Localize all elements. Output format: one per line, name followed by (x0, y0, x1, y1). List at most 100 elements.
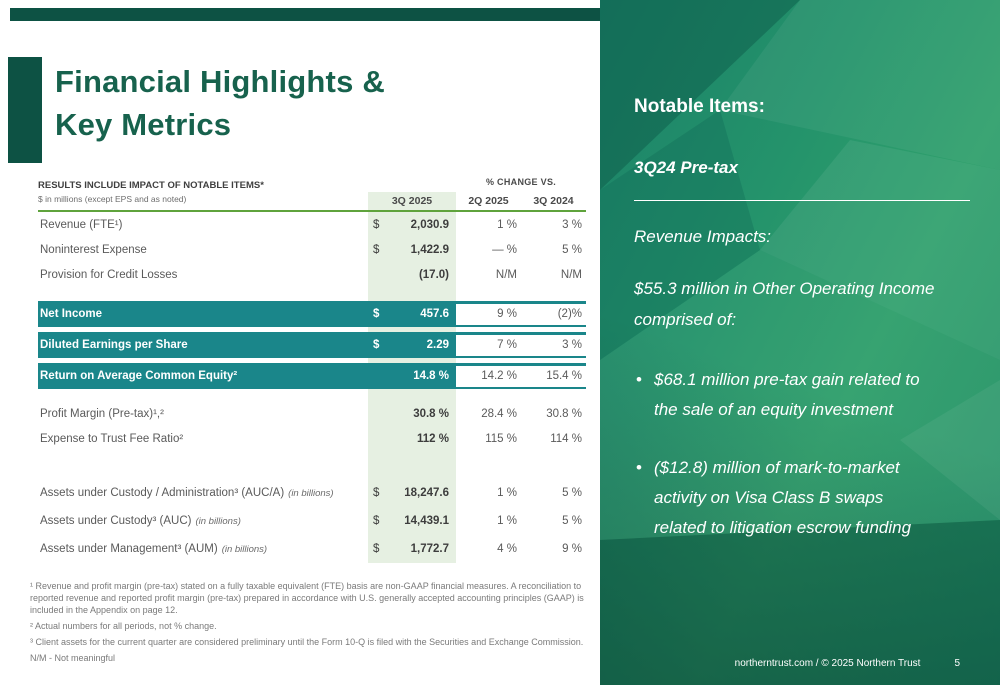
notable-items-heading: Notable Items: (634, 96, 765, 117)
row-label-text: Profit Margin (Pre-tax)¹,² (40, 407, 164, 420)
footnote-nm: N/M - Not meaningful (30, 653, 116, 663)
table-row-profit-margin: Profit Margin (Pre-tax)¹,² 30.8 % 28.4 %… (38, 401, 586, 426)
page-number: 5 (954, 658, 960, 669)
column-header-current: 3Q 2025 (391, 195, 433, 207)
change-vs-prior-year: 3 % (562, 218, 582, 231)
row-label: Provision for Credit Losses (38, 269, 368, 281)
notable-items-subheading: 3Q24 Pre-tax (634, 158, 738, 177)
header-rule (38, 210, 586, 212)
row-value: (17.0) (418, 268, 449, 281)
title-line-1: Financial Highlights & (55, 64, 385, 99)
row-label: Assets under Custody³ (AUC) (in billions) (38, 515, 368, 527)
dollar-sign: $ (373, 243, 380, 256)
financial-table: RESULTS INCLUDE IMPACT OF NOTABLE ITEMS*… (38, 176, 586, 563)
bullet-item: • ($12.8) million of mark-to-market acti… (634, 453, 970, 543)
table-row-expense-ratio: Expense to Trust Fee Ratio² 112 % 115 % … (38, 426, 586, 451)
change-vs-prior-quarter: 14.2 % (456, 365, 521, 387)
row-label: Expense to Trust Fee Ratio² (38, 433, 368, 445)
table-row-auc: Assets under Custody³ (AUC) (in billions)… (38, 507, 586, 535)
column-header-prior-year: 3Q 2024 (533, 195, 574, 207)
dollar-sign: $ (373, 308, 380, 320)
change-vs-prior-quarter: N/M (495, 268, 517, 281)
row-value-cell: (17.0) (368, 262, 456, 287)
row-label: Assets under Management³ (AUM) (in billio… (38, 543, 368, 555)
row-label-note: (in billions) (221, 544, 268, 555)
dollar-sign: $ (373, 543, 380, 555)
change-vs-prior-year: 5 % (562, 487, 582, 499)
row-label-note: (in billions) (195, 516, 241, 527)
row-label-text: Expense to Trust Fee Ratio² (40, 432, 184, 445)
change-vs-prior-quarter: 7 % (456, 334, 521, 356)
row-spacer (38, 389, 586, 401)
panel-facet-background (600, 0, 1000, 685)
dollar-sign: $ (373, 218, 380, 231)
row-label-text: Assets under Custody³ (AUC) (40, 515, 192, 527)
row-value-cell: $457.6 (368, 301, 456, 327)
panel-content: Notable Items: 3Q24 Pre-tax Revenue Impa… (600, 0, 1000, 543)
row-value-cell: 30.8 % (368, 401, 456, 426)
footnote-2: ² Actual numbers for all periods, not % … (30, 621, 217, 631)
revenue-impacts-label: Revenue Impacts: (634, 227, 772, 246)
title-line-2: Key Metrics (55, 107, 232, 142)
row-value: 112 % (417, 432, 449, 445)
table-row-provision: Provision for Credit Losses (17.0) N/M N… (38, 262, 586, 287)
row-value-cell: $2.29 (368, 332, 456, 358)
table-row-auca: Assets under Custody / Administration³ (… (38, 479, 586, 507)
row-label: Noninterest Expense (38, 244, 368, 256)
row-label-note: (in billions) (288, 488, 334, 499)
dollar-sign: $ (373, 339, 380, 351)
row-value: 18,247.6 (404, 487, 449, 499)
row-label-text: Noninterest Expense (40, 243, 147, 256)
row-value-cell: 112 % (368, 426, 456, 451)
change-vs-prior-year: 114 % (550, 432, 582, 445)
row-value: 457.6 (420, 308, 449, 320)
change-vs-prior-quarter: 115 % (485, 432, 517, 445)
change-vs-label: % CHANGE VS. (485, 177, 557, 187)
title-accent-block (8, 57, 42, 163)
table-rows: Revenue (FTE¹) $2,030.9 1 % 3 % Noninter… (38, 212, 586, 563)
row-value-cell: 14.8 % (368, 363, 456, 389)
footnote-3: ³ Client assets for the current quarter … (30, 637, 584, 647)
row-label-text: Diluted Earnings per Share (40, 339, 188, 351)
row-label: Net Income (38, 308, 368, 320)
row-label: Return on Average Common Equity² (38, 370, 368, 382)
table-subtitle: $ in millions (except EPS and as noted) (38, 194, 187, 204)
table-header: RESULTS INCLUDE IMPACT OF NOTABLE ITEMS*… (38, 176, 586, 210)
row-value-cell: $1,422.9 (368, 237, 456, 262)
change-vs-prior-quarter: 9 % (456, 303, 521, 325)
change-vs-prior-year: 5 % (562, 515, 582, 527)
change-vs-prior-quarter: 1 % (497, 515, 517, 527)
row-label-text: Net Income (40, 308, 102, 320)
change-vs-prior-year: 30.8 % (546, 407, 582, 420)
footnote-1: ¹ Revenue and profit margin (pre-tax) st… (30, 581, 584, 615)
table-title: RESULTS INCLUDE IMPACT OF NOTABLE ITEMS* (38, 180, 264, 191)
row-value: 30.8 % (413, 407, 449, 420)
notable-items-panel: Notable Items: 3Q24 Pre-tax Revenue Impa… (600, 0, 1000, 685)
change-vs-prior-year: 9 % (562, 543, 582, 555)
row-value: 14.8 % (413, 370, 449, 382)
table-row-diluted-eps: Diluted Earnings per Share $2.29 7 % 3 % (38, 332, 586, 358)
change-vs-prior-quarter: 1 % (497, 218, 517, 231)
row-label-text: Assets under Management³ (AUM) (40, 543, 218, 555)
row-value: 1,772.7 (410, 543, 449, 555)
dollar-sign: $ (373, 515, 380, 527)
table-row-aum: Assets under Management³ (AUM) (in billio… (38, 535, 586, 563)
row-label: Profit Margin (Pre-tax)¹,² (38, 408, 368, 420)
column-headers: 3Q 2025 2Q 2025 3Q 2024 (368, 195, 586, 207)
bullet-item: • $68.1 million pre-tax gain related to … (634, 365, 970, 425)
row-spacer (38, 451, 586, 479)
row-value-cell: $2,030.9 (368, 212, 456, 237)
change-vs-prior-year: 15.4 % (521, 365, 586, 387)
table-header-right: % CHANGE VS. 3Q 2025 2Q 2025 3Q 2024 (368, 176, 586, 210)
table-row-noninterest-expense: Noninterest Expense $1,422.9 — % 5 % (38, 237, 586, 262)
row-value-cell: $1,772.7 (368, 535, 456, 563)
row-value: 1,422.9 (410, 243, 449, 256)
column-header-prior-quarter: 2Q 2025 (468, 195, 509, 207)
table-header-left: RESULTS INCLUDE IMPACT OF NOTABLE ITEMS*… (38, 176, 368, 210)
panel-divider (634, 200, 970, 201)
row-value-cell: $14,439.1 (368, 507, 456, 535)
row-spacer (38, 287, 586, 301)
row-value: 14,439.1 (404, 515, 449, 527)
panel-footer: northerntrust.com / © 2025 Northern Trus… (634, 658, 960, 669)
bullet-icon: • (636, 370, 642, 389)
